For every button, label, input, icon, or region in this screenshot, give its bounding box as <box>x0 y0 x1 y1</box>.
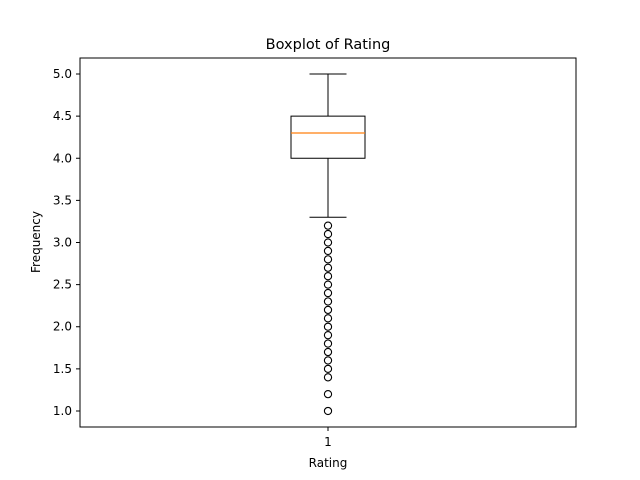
outlier-point <box>323 356 333 365</box>
plot-area <box>290 73 366 416</box>
chart-title: Boxplot of Rating <box>266 37 391 53</box>
y-tick-label: 3.5 <box>53 193 72 207</box>
x-tick-label: 1 <box>324 435 332 449</box>
y-tick-label: 4.0 <box>53 151 72 165</box>
outlier-point <box>323 272 333 281</box>
outlier-point <box>323 221 333 230</box>
outlier-point <box>323 305 333 315</box>
y-tick-label: 5.0 <box>53 67 72 81</box>
interquartile-box <box>290 115 366 159</box>
outlier-point <box>323 246 333 256</box>
outlier-point <box>323 331 333 340</box>
outlier-point <box>323 229 333 239</box>
outlier-point <box>323 373 333 382</box>
y-tick-label: 2.0 <box>53 320 72 334</box>
axes: 1.0 1.5 2.0 2.5 3.0 3.5 4.0 4.5 5.0 1 <box>53 57 577 449</box>
outlier-point <box>323 322 333 331</box>
y-tick-label: 1.0 <box>53 404 72 418</box>
outlier-point <box>323 406 333 416</box>
outlier-point <box>323 238 333 247</box>
outlier-point <box>323 263 333 272</box>
outlier-point <box>323 280 333 289</box>
outlier-point <box>323 314 333 323</box>
outlier-point <box>323 255 333 264</box>
outlier-point <box>323 297 333 306</box>
y-tick-label: 1.5 <box>53 362 72 376</box>
x-axis-label: Rating <box>309 456 348 470</box>
outlier-point <box>323 364 333 374</box>
outlier-point <box>323 288 333 298</box>
y-tick-label: 2.5 <box>53 278 72 292</box>
outlier-point <box>323 389 333 399</box>
y-axis-label: Frequency <box>29 211 43 273</box>
outlier-point <box>323 339 333 348</box>
y-tick-label: 4.5 <box>53 109 72 123</box>
y-tick-label: 3.0 <box>53 236 72 250</box>
outlier-point <box>323 347 333 357</box>
